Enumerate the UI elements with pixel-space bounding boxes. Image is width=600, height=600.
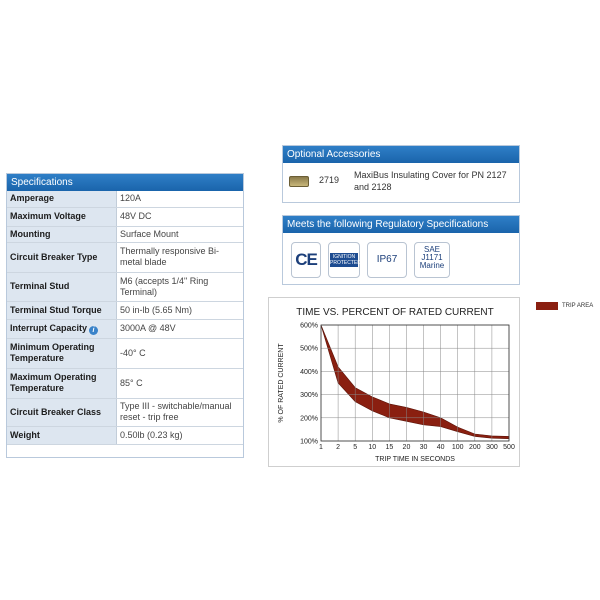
x-axis-label: TRIP TIME IN SECONDS <box>375 456 455 463</box>
specifications-header: Specifications <box>7 174 243 191</box>
spec-label-text: Circuit Breaker Class <box>10 406 102 417</box>
sae-label: SAE J1171 Marine <box>415 243 449 270</box>
accessory-item[interactable]: 2719 MaxiBus Insulating Cover for PN 212… <box>283 163 519 203</box>
x-tick-label: 200 <box>469 444 481 451</box>
spec-label-text: Terminal Stud <box>10 281 70 291</box>
spec-label-text: Terminal Stud Torque <box>10 304 102 315</box>
ignition-protected-icon: IGNITION PROTECTED <box>330 253 361 267</box>
spec-row: Amperage 120A <box>7 191 243 208</box>
spec-label-text: Circuit Breaker Type <box>10 251 98 262</box>
ignition-protected-badge: IGNITION PROTECTED <box>328 242 361 278</box>
x-tick-label: 5 <box>353 444 357 451</box>
spec-label: Amperage <box>7 191 117 208</box>
y-axis-label: % OF RATED CURRENT <box>278 343 285 423</box>
spec-row: Interrupt Capacity i 3000A @ 48V <box>7 319 243 339</box>
x-tick-label: 300 <box>486 444 498 451</box>
legend-trip-area-label: TRIP AREA <box>562 303 594 309</box>
specifications-panel: Specifications Amperage 120A Maximum Volta… <box>6 173 244 458</box>
spec-value: 0.50lb (0.23 kg) <box>116 426 243 445</box>
x-tick-label: 1 <box>319 444 323 451</box>
x-tick-label: 30 <box>420 444 428 451</box>
y-tick-label: 200% <box>300 415 318 422</box>
y-tick-label: 100% <box>300 439 318 446</box>
spec-label: Minimum Operating Temperature <box>7 338 117 369</box>
spec-label-text: Amperage <box>10 193 55 204</box>
ce-badge: CE <box>291 242 321 278</box>
y-tick-label: 400% <box>300 369 318 376</box>
sae-line-2: J1171 <box>421 253 443 262</box>
spec-row: Mounting Surface Mount <box>7 226 243 243</box>
spec-label-text: Weight <box>10 429 40 440</box>
spec-label: Maximum Operating Temperature <box>7 368 117 399</box>
accessories-header: Optional Accessories <box>283 146 519 163</box>
x-tick-label: 15 <box>385 444 393 451</box>
y-tick-label: 600% <box>300 323 318 330</box>
x-tick-label: 100 <box>452 444 464 451</box>
x-tick-label: 2 <box>336 444 340 451</box>
spec-row: Weight 0.50lb (0.23 kg) <box>7 426 243 445</box>
spec-label-text: Minimum Operating Temperature <box>10 342 95 363</box>
accessory-part-number: 2719 <box>319 175 340 185</box>
sae-line-1: SAE <box>423 245 440 254</box>
spec-value: 85° C <box>116 368 243 399</box>
accessory-description[interactable]: MaxiBus Insulating Cover for PN 2127 and… <box>354 170 507 192</box>
regulatory-header: Meets the following Regulatory Specifica… <box>283 216 519 233</box>
spec-row: Maximum Voltage 48V DC <box>7 207 243 227</box>
spec-row: Terminal Stud Torque 50 in-lb (5.65 Nm) <box>7 301 243 320</box>
ip67-label: IP67 <box>376 254 398 265</box>
spec-label: Circuit Breaker Class <box>7 398 117 427</box>
spec-label: Terminal Stud Torque <box>7 301 117 320</box>
spec-value: Surface Mount <box>116 226 243 243</box>
trip-curve-svg: TIME VS. PERCENT OF RATED CURRENT 1 2 5 10 15… <box>278 307 515 463</box>
spec-label: Terminal Stud <box>7 272 117 302</box>
spec-value: 3000A @ 48V <box>116 319 243 339</box>
spec-label: Circuit Breaker Type <box>7 242 117 273</box>
spec-value: -40° C <box>116 338 243 369</box>
spec-row: Maximum Operating Temperature 85° C <box>7 368 243 399</box>
accessory-thumbnail[interactable] <box>289 176 309 187</box>
info-icon[interactable]: i <box>89 325 99 335</box>
trip-curve-chart: TIME VS. PERCENT OF RATED CURRENT 1 2 5 10 15… <box>268 297 520 467</box>
ce-mark-icon: CE <box>295 250 318 269</box>
spec-label-text: Maximum Operating Temperature <box>10 372 97 393</box>
spec-row: Circuit Breaker Type Thermally responsive… <box>7 242 243 273</box>
x-tick-label: 500 <box>503 444 515 451</box>
spec-row: Terminal Stud M6 (accepts 1/4" Ring Termi… <box>7 272 243 302</box>
spec-label: Interrupt Capacity i <box>7 319 117 339</box>
spec-label: Weight <box>7 426 117 445</box>
legend-trip-area-swatch <box>536 302 558 310</box>
y-tick-label: 500% <box>300 346 318 353</box>
chart-title: TIME VS. PERCENT OF RATED CURRENT <box>296 307 493 318</box>
spec-value: Thermally responsive Bi-metal blade <box>116 242 243 273</box>
spec-value: Type III - switchable/manual reset - tri… <box>116 398 243 427</box>
spec-value: M6 (accepts 1/4" Ring Terminal) <box>116 272 243 302</box>
spec-label-text: Mounting <box>10 228 51 239</box>
sae-badge: SAE J1171 Marine <box>414 242 450 278</box>
spec-label-text: Interrupt Capacity <box>10 322 88 333</box>
x-tick-label: 40 <box>437 444 445 451</box>
spec-label: Mounting <box>7 226 117 243</box>
spec-row: Minimum Operating Temperature -40° C <box>7 338 243 369</box>
sae-line-3: Marine <box>419 261 445 270</box>
x-tick-label: 10 <box>368 444 376 451</box>
accessories-panel: Optional Accessories 2719 MaxiBus Insula… <box>282 145 520 203</box>
plot-frame <box>320 324 510 442</box>
y-tick-label: 300% <box>300 392 318 399</box>
specifications-table: Amperage 120A Maximum Voltage 48V DC Mountin… <box>7 191 243 445</box>
spec-value: 50 in-lb (5.65 Nm) <box>116 301 243 320</box>
spec-value: 120A <box>116 191 243 208</box>
trip-area-region <box>320 324 510 440</box>
spec-row: Circuit Breaker Class Type III - switchab… <box>7 398 243 427</box>
regulatory-panel: Meets the following Regulatory Specifica… <box>282 215 520 285</box>
spec-label: Maximum Voltage <box>7 207 117 227</box>
spec-label-text: Maximum Voltage <box>10 211 86 221</box>
x-tick-label: 20 <box>403 444 411 451</box>
spec-value: 48V DC <box>116 207 243 227</box>
ip67-badge: IP67 <box>367 242 407 278</box>
